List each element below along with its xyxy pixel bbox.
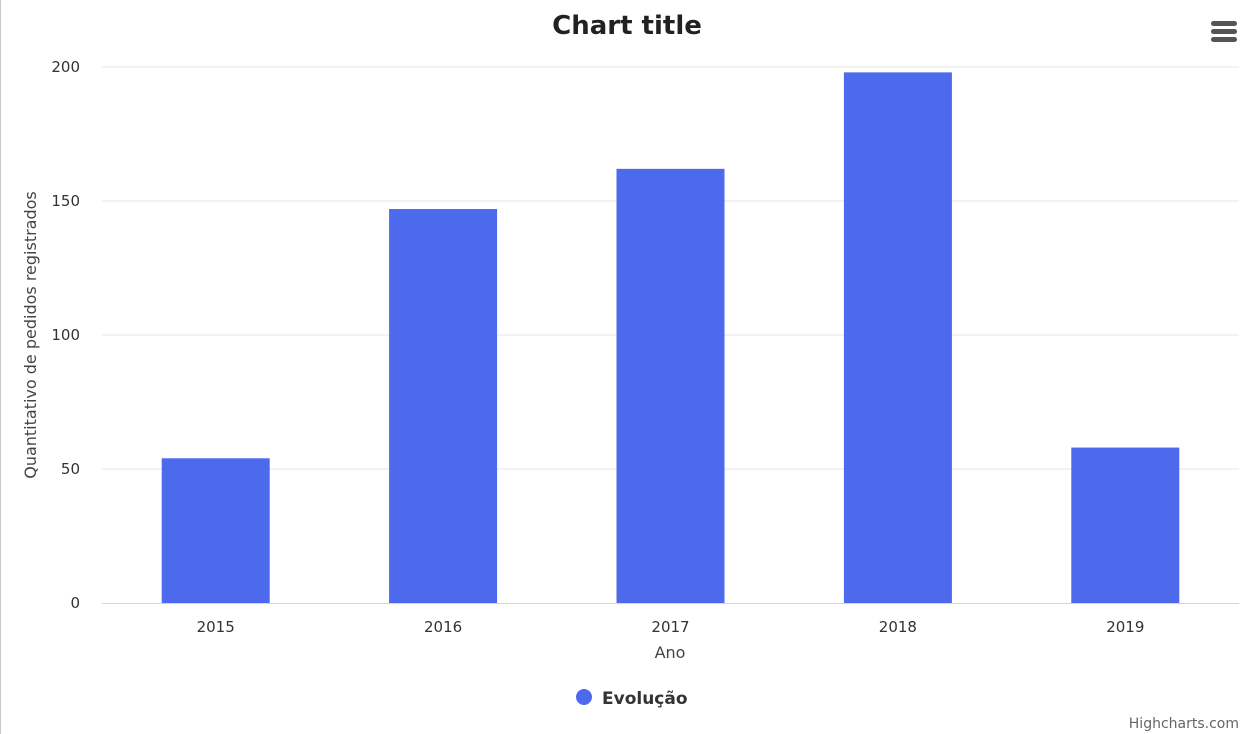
y-tick-label: 200 [51,58,80,76]
legend-item-evolucao[interactable]: Evolução [576,689,688,709]
y-tick-label: 50 [61,460,80,478]
x-axis-title: Ano [655,643,686,662]
bar-2017[interactable] [616,168,725,603]
legend-marker [576,689,592,705]
chart-title: Chart title [552,11,702,41]
x-tick-label: 2019 [1106,618,1144,636]
x-tick-label: 2017 [651,618,689,636]
bar-2016[interactable] [389,209,498,604]
hamburger-menu-icon [1211,21,1237,42]
x-axis-ticks: 2015 2016 2017 2018 2019 [197,618,1145,636]
chart-menu-button[interactable] [1204,14,1244,48]
bar-2015[interactable] [161,458,270,603]
y-tick-label: 150 [51,192,80,210]
y-axis-title: Quantitativo de pedidos registrados [21,191,40,479]
x-tick-label: 2018 [879,618,917,636]
y-axis-ticks: 0 50 100 150 200 [51,58,80,612]
x-tick-label: 2015 [197,618,235,636]
y-tick-label: 0 [70,594,80,612]
frame-edge [0,0,1,734]
bar-2019[interactable] [1071,447,1180,603]
x-tick-label: 2016 [424,618,462,636]
bars [161,72,1180,604]
y-tick-label: 100 [51,326,80,344]
credits-link[interactable]: Highcharts.com [1129,716,1239,732]
legend-label: Evolução [602,689,688,709]
bar-2018[interactable] [843,72,952,604]
